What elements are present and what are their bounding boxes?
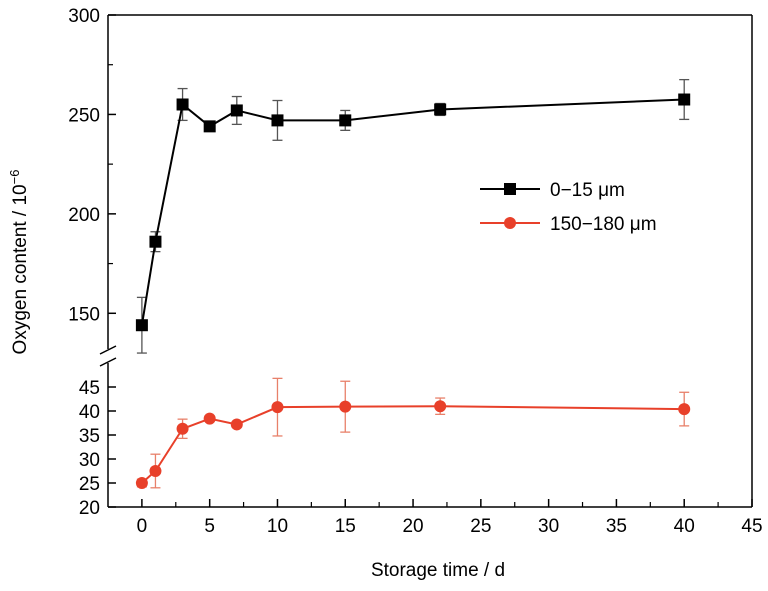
y-tick-label-upper: 250 — [68, 105, 100, 126]
x-tick-label: 15 — [335, 516, 356, 537]
data-point — [149, 235, 162, 248]
series-2 — [135, 377, 691, 489]
data-point — [149, 465, 162, 477]
data-point — [203, 412, 216, 425]
legend-label: 0−15 μm — [550, 180, 625, 201]
x-tick-label: 30 — [538, 516, 559, 537]
y-tick-label-lower: 45 — [79, 378, 100, 399]
y-tick-label-lower: 35 — [79, 426, 100, 447]
x-axis-title: Storage time / d — [371, 560, 505, 581]
y-axis-title: Oxygen content / 10−6 — [7, 170, 32, 355]
data-point — [434, 103, 447, 116]
data-point — [271, 114, 284, 127]
x-tick-label: 35 — [606, 516, 627, 537]
y-tick-label-upper: 200 — [68, 205, 100, 226]
series-1 — [135, 78, 691, 354]
legend-label: 150−180 μm — [550, 214, 657, 235]
data-point — [678, 403, 691, 416]
data-point — [135, 477, 148, 489]
data-point — [176, 98, 189, 111]
data-point — [339, 114, 352, 127]
axis-break-mark — [99, 357, 117, 367]
x-tick-label: 0 — [137, 516, 148, 537]
data-point — [230, 104, 243, 117]
data-point — [434, 400, 447, 413]
axis-break-mark — [99, 345, 117, 355]
x-tick-label: 10 — [267, 516, 288, 537]
data-point — [135, 319, 148, 332]
x-tick-label: 45 — [741, 516, 762, 537]
y-axis-title-exponent: −6 — [7, 170, 22, 185]
axes: 150 200 250 300 20 25 30 35 40 45 0 5 10 15 20 25 30 35 40… — [68, 6, 762, 537]
series-layer — [135, 78, 691, 489]
x-tick-label: 25 — [470, 516, 491, 537]
x-tick-label: 40 — [674, 516, 695, 537]
data-point — [176, 422, 189, 435]
data-point — [230, 418, 243, 431]
y-axis-title-main: Oxygen content / 10 — [10, 184, 31, 354]
x-tick-label: 20 — [402, 516, 423, 537]
y-tick-label-upper: 150 — [68, 304, 100, 325]
series-line — [140, 98, 685, 326]
data-point — [271, 401, 284, 414]
x-tick-label: 5 — [204, 516, 215, 537]
y-tick-label-lower: 30 — [79, 450, 100, 471]
y-tick-label-upper: 300 — [68, 6, 100, 27]
y-tick-label-lower: 25 — [79, 474, 100, 495]
y-tick-label-lower: 20 — [79, 498, 100, 519]
y-tick-label-lower: 40 — [79, 402, 100, 423]
legend-marker — [504, 183, 516, 195]
series-line — [141, 405, 685, 484]
legend-marker — [504, 217, 516, 229]
data-point — [339, 400, 352, 413]
legend: 0−15 μm 150−180 μm — [480, 180, 657, 235]
data-point — [203, 120, 216, 133]
data-point — [678, 93, 691, 106]
